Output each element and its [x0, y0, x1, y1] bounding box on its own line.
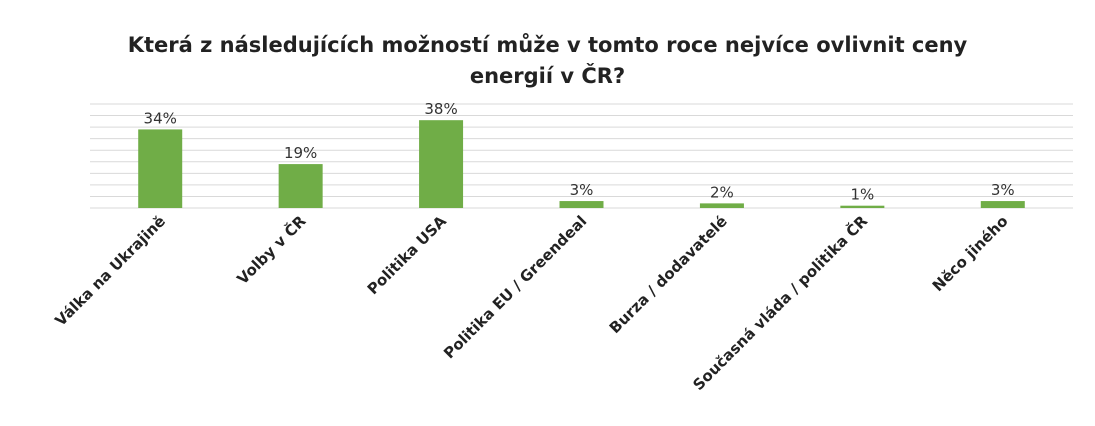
value-label: 3%	[570, 181, 594, 199]
category-label: Politika EU / Greendeal	[440, 212, 590, 362]
value-labels: 34% 19% 38% 3% 2% 1% 3%	[144, 100, 1015, 204]
bar	[699, 203, 744, 208]
chart-title-line-1: Která z následujících možností může v to…	[127, 33, 968, 57]
category-label: Něco jiného	[929, 212, 1012, 295]
bar	[840, 205, 885, 208]
category-label: Volby v ČR	[233, 211, 310, 288]
bar	[559, 201, 604, 208]
value-label: 2%	[710, 183, 734, 201]
category-label: Válka na Ukrajině	[52, 212, 170, 330]
category-label: Burza / dodavatelé	[606, 212, 731, 337]
category-label: Politika USA	[364, 212, 450, 298]
value-label: 1%	[850, 186, 874, 204]
bars	[138, 120, 1025, 208]
value-label: 19%	[284, 144, 317, 162]
gridlines	[90, 103, 1073, 209]
chart-title: Která z následujících možností může v to…	[0, 30, 1095, 92]
bar	[980, 201, 1025, 208]
value-label: 3%	[991, 181, 1015, 199]
value-label: 38%	[424, 100, 457, 118]
bar	[278, 164, 323, 208]
bar	[138, 129, 183, 208]
chart-title-line-2: energií v ČR?	[469, 64, 626, 88]
value-label: 34%	[144, 109, 177, 127]
bar	[419, 120, 464, 208]
category-labels: Válka na Ukrajině Volby v ČR Politika USAP…	[52, 211, 1012, 394]
